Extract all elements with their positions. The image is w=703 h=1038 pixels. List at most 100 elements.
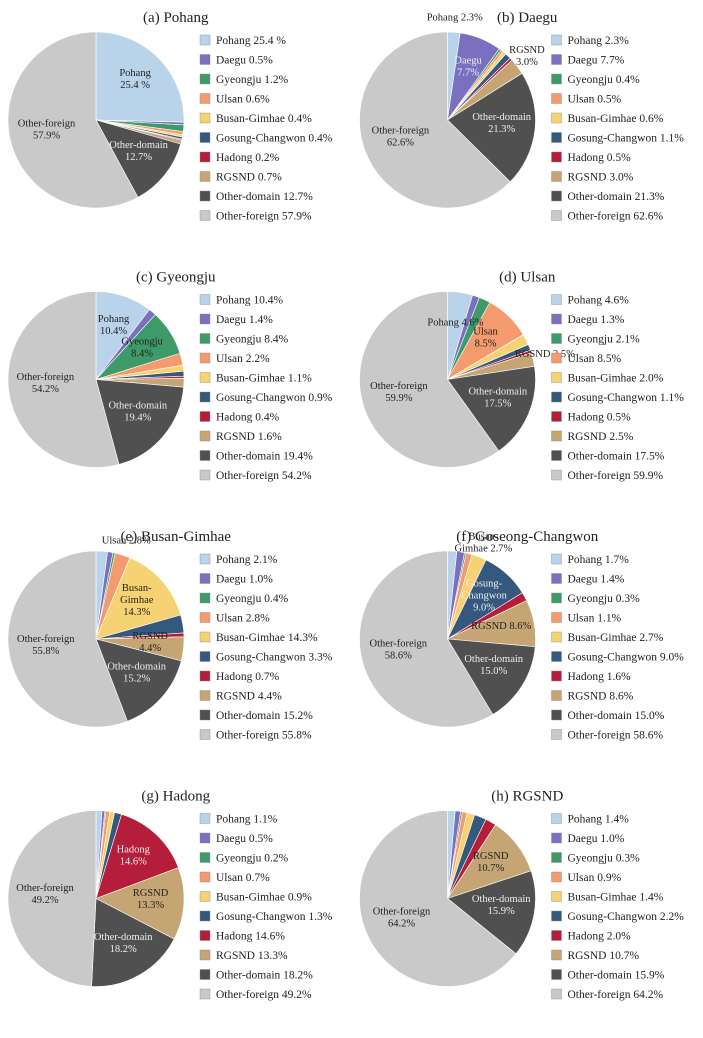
chart-title: (b) Daegu (497, 10, 558, 26)
legend-item-ulsan: Ulsan 2.2% (216, 353, 270, 365)
slice-label-other-domain: Other-domain 15.2% (107, 661, 166, 684)
legend-item-pohang: Pohang 1.7% (568, 554, 630, 566)
pie-slice-other-domain (95, 638, 182, 722)
legend-item-rgsnd: RGSND 8.6% (568, 691, 634, 703)
legend-swatch-other-foreign (551, 210, 562, 221)
slice-label-rgsnd: RGSND 4.4% (132, 631, 168, 654)
legend-swatch-rgsnd (199, 949, 211, 961)
legend-item-busan-gimhae: Busan-Gimhae 0.9% (216, 892, 312, 904)
legend-swatch-rgsnd (551, 171, 562, 182)
legend-item-busan-gimhae: Busan-Gimhae 1.4% (568, 892, 664, 904)
pie-slice-other-foreign (359, 31, 511, 209)
legend-item-other-foreign: Other-foreign 55.8% (216, 730, 312, 742)
legend-item-hadong: Hadong 14.6% (216, 931, 285, 943)
legend-item-ulsan: Ulsan 8.5% (568, 353, 622, 365)
chart-h-rgsnd: (h) RGSND RGSND 10.7% Other-domain 15.9% Othe… (359, 789, 685, 1001)
pie-slice-other-foreign (7, 810, 97, 987)
legend-item-busan-gimhae: Busan-Gimhae 2.7% (568, 632, 664, 644)
legend-item-other-domain: Other-domain 21.3% (568, 191, 665, 203)
legend-swatch-rgsnd (551, 430, 562, 442)
slice-label-pohang: Pohang 25.4 % (119, 68, 151, 91)
legend-swatch-gyeongju (551, 852, 562, 863)
slice-label-other-domain: Other-domain 18.2% (94, 932, 153, 955)
legend-item-other-domain: Other-domain 15.0% (568, 710, 665, 722)
legend-swatch-ulsan (551, 93, 562, 104)
legend-swatch-pohang (199, 34, 211, 46)
legend-swatch-other-domain (551, 709, 562, 721)
legend-swatch-gyeongju (199, 73, 211, 85)
legend-item-ulsan: Ulsan 2.8% (216, 613, 270, 625)
pie-slice-other-foreign (7, 550, 128, 728)
legend-swatch-other-foreign (199, 210, 211, 221)
legend-swatch-pohang (199, 294, 211, 305)
legend-swatch-hadong (199, 411, 211, 422)
legend-item-pohang: Pohang 2.1% (216, 554, 278, 566)
legend-swatch-pohang (551, 553, 562, 565)
legend-swatch-busan-gimhae (551, 631, 562, 643)
legend-item-daegu: Daegu 0.5% (216, 55, 273, 67)
pie-slice-other-domain (446, 638, 536, 715)
chart-b-daegu: (b) Daegu Pohang 2.3% Daegu 7.7% RGSND 3.0% Ot… (359, 10, 685, 223)
slice-label-other-foreign: Other-foreign 57.9% (18, 119, 76, 142)
legend-swatch-ulsan (199, 612, 211, 623)
chart-title: (e) Busan-Gimhae (121, 529, 232, 545)
legend-item-ulsan: Ulsan 0.7% (216, 872, 270, 884)
slice-label-ulsan: Ulsan 8.5% (473, 326, 498, 349)
pie-slice-other-foreign (359, 810, 517, 987)
legend-swatch-gosung-changwon (199, 132, 211, 143)
legend-item-pohang: Pohang 1.1% (216, 814, 278, 826)
legend-swatch-gosung-changwon (199, 910, 211, 922)
legend-item-gyeongju: Gyeongju 0.4% (216, 593, 289, 605)
legend-swatch-rgsnd (551, 690, 562, 701)
legend-swatch-hadong (551, 411, 562, 422)
legend-swatch-hadong (551, 670, 562, 682)
legend-item-daegu: Daegu 1.4% (568, 574, 625, 586)
legend-swatch-busan-gimhae (551, 112, 562, 124)
legend-swatch-hadong (551, 930, 562, 941)
legend-item-other-domain: Other-domain 19.4% (216, 451, 313, 463)
legend-item-gosung-changwon: Gosung-Changwon 2.2% (568, 911, 685, 923)
legend-item-pohang: Pohang 1.4% (568, 814, 630, 826)
legend-item-gosung-changwon: Gosung-Changwon 1.1% (568, 133, 685, 145)
legend-swatch-ulsan (551, 871, 562, 883)
legend-item-rgsnd: RGSND 4.4% (216, 691, 282, 703)
legend-item-rgsnd: RGSND 0.7% (216, 172, 282, 184)
slice-label-hadong: Hadong 14.6% (117, 845, 151, 868)
slice-label-rgsnd: RGSND 13.3% (133, 888, 169, 911)
chart-title: (g) Hadong (141, 789, 210, 805)
pie-slice-hadong (95, 813, 179, 899)
legend-item-daegu: Daegu 0.5% (216, 833, 273, 845)
slice-label-daegu: Daegu 7.7% (454, 56, 482, 79)
pie-slice-other-domain (91, 898, 175, 987)
legend-swatch-other-domain (551, 190, 562, 202)
legend-item-daegu: Daegu 1.0% (216, 574, 273, 586)
legend-swatch-daegu (551, 54, 562, 65)
pie-slice-other-foreign (359, 550, 494, 728)
chart-title: (c) Gyeongju (136, 270, 216, 286)
pie-slice-other-domain (447, 72, 536, 183)
legend-item-hadong: Hadong 0.4% (216, 412, 280, 424)
legend-item-ulsan: Ulsan 0.9% (568, 872, 622, 884)
slice-label-other-foreign: Other-foreign 64.2% (373, 907, 431, 930)
slice-label-other-foreign: Other-foreign 59.9% (370, 381, 428, 404)
legend-swatch-busan-gimhae (551, 372, 562, 383)
legend-item-other-foreign: Other-foreign 54.2% (216, 470, 312, 482)
legend-swatch-ulsan (551, 612, 562, 623)
legend-item-pohang: Pohang 4.6% (568, 295, 630, 307)
legend-item-gyeongju: Gyeongju 2.1% (568, 334, 641, 346)
legend-swatch-gosung-changwon (551, 391, 562, 403)
legend-swatch-ulsan (199, 93, 211, 104)
pie-slice-other-domain (95, 379, 184, 465)
slice-label-other-domain: Other-domain 19.4% (108, 401, 167, 424)
legend-swatch-other-foreign (199, 469, 211, 481)
legend-swatch-pohang (551, 34, 562, 46)
chart-g-hadong: (g) Hadong Hadong 14.6% RGSND 13.3% Other-dom… (7, 789, 333, 1001)
slice-label-other-domain: Other-domain 17.5% (468, 387, 527, 410)
legend-swatch-gosung-changwon (199, 651, 211, 662)
legend-swatch-busan-gimhae (199, 891, 211, 902)
legend-swatch-other-foreign (199, 729, 211, 740)
slice-label-pohang: Pohang 2.3% (427, 12, 483, 23)
legend-swatch-rgsnd (199, 430, 211, 442)
